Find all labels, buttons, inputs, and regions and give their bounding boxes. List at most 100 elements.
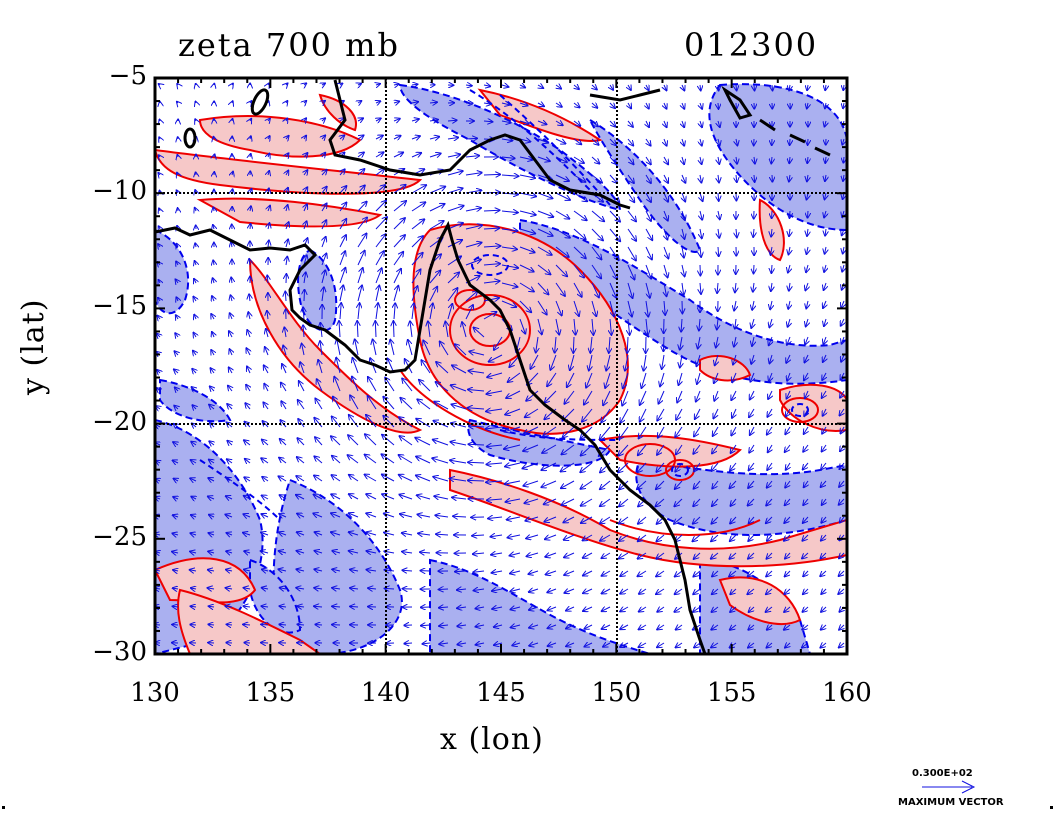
wind-vector <box>806 264 808 272</box>
wind-vector <box>365 475 377 482</box>
wind-vector <box>581 480 593 489</box>
wind-vector <box>447 154 460 157</box>
wind-vector <box>246 348 250 356</box>
wind-vector <box>606 354 611 371</box>
wind-vector <box>227 441 232 445</box>
wind-vector <box>281 383 287 392</box>
wind-vector <box>400 436 413 446</box>
wind-vector <box>250 154 251 157</box>
wind-vector <box>713 408 719 418</box>
x-tick-label: 140 <box>360 678 411 708</box>
wind-vector <box>366 513 377 517</box>
wind-vector <box>748 534 755 541</box>
wind-vector <box>591 138 599 145</box>
wind-vector <box>589 354 592 370</box>
wind-vector <box>488 517 503 519</box>
wind-vector <box>537 139 548 143</box>
wind-vector <box>267 311 268 320</box>
wind-vector <box>771 156 772 163</box>
wind-vector <box>585 625 593 629</box>
wind-vector <box>383 416 395 428</box>
corner-mark <box>1050 806 1053 809</box>
y-tick-label: −30 <box>92 637 147 667</box>
wind-vector <box>657 643 665 647</box>
wind-vector <box>523 480 539 486</box>
wind-vector <box>663 246 668 258</box>
wind-vector <box>785 570 791 576</box>
wind-vector <box>230 313 232 320</box>
wind-vector <box>332 551 341 553</box>
wind-vector <box>591 120 598 126</box>
wind-vector <box>664 192 668 202</box>
wind-vector <box>393 153 403 158</box>
wind-vector <box>729 570 737 577</box>
wind-vector <box>675 462 683 472</box>
wind-vector <box>214 137 215 139</box>
wind-vector <box>823 336 826 344</box>
wind-vector <box>357 251 365 266</box>
wind-vector <box>592 318 593 335</box>
wind-vector <box>730 643 737 648</box>
wind-vector <box>664 156 668 164</box>
wind-vector <box>439 607 449 608</box>
wind-vector <box>573 336 574 353</box>
wind-vector <box>506 390 521 398</box>
wind-vector <box>656 588 665 594</box>
wind-vector <box>491 535 503 537</box>
wind-vector <box>191 606 197 607</box>
wind-vector <box>519 282 534 292</box>
wind-vector <box>537 264 550 274</box>
wind-vector <box>580 462 593 472</box>
wind-vector <box>676 408 683 420</box>
wind-vector <box>657 408 665 421</box>
wind-vector <box>620 589 629 594</box>
wind-vector <box>393 269 401 284</box>
wind-vector <box>229 331 232 338</box>
wind-vector <box>393 185 406 194</box>
wind-vector <box>573 246 586 258</box>
wind-vector <box>555 282 565 296</box>
wind-vector <box>825 246 826 254</box>
wind-vector <box>421 360 431 374</box>
wind-vector <box>807 156 808 163</box>
wind-vector <box>712 570 719 577</box>
wind-vector <box>505 481 521 484</box>
wind-vector <box>570 354 575 370</box>
wind-vector <box>802 534 809 541</box>
wind-vector <box>536 336 538 353</box>
wind-vector <box>555 228 570 238</box>
wind-vector <box>619 498 629 506</box>
wind-vector <box>506 499 521 502</box>
wind-vector <box>339 235 346 248</box>
wind-vector <box>695 408 701 419</box>
y-tick-label: −20 <box>92 406 147 437</box>
wind-vector <box>541 480 557 487</box>
wind-vector <box>439 589 449 590</box>
wind-vector <box>784 534 791 541</box>
wind-vector <box>751 318 754 328</box>
wind-vector <box>173 606 179 607</box>
wind-vector <box>591 246 601 259</box>
wind-vector <box>208 478 215 481</box>
wind-vector <box>789 282 790 291</box>
wind-vector <box>609 264 617 279</box>
wind-vector <box>176 279 179 283</box>
wind-vector <box>583 552 593 558</box>
wind-vector <box>376 84 380 85</box>
wind-vector <box>390 340 395 356</box>
wind-vector <box>300 362 304 374</box>
wind-vector <box>767 480 773 488</box>
reference-vector-label: MAXIMUM VECTOR <box>898 797 1004 808</box>
wind-vector <box>627 174 634 183</box>
wind-vector <box>519 103 528 106</box>
wind-vector <box>367 570 377 571</box>
wind-vector <box>748 552 755 559</box>
wind-vector <box>315 532 323 535</box>
wind-vector <box>399 417 413 428</box>
wind-vector <box>573 210 587 220</box>
wind-vector <box>322 83 325 85</box>
wind-vector <box>556 318 559 335</box>
wind-vector <box>455 571 467 572</box>
wind-vector <box>304 136 306 139</box>
wind-vector <box>545 534 557 539</box>
